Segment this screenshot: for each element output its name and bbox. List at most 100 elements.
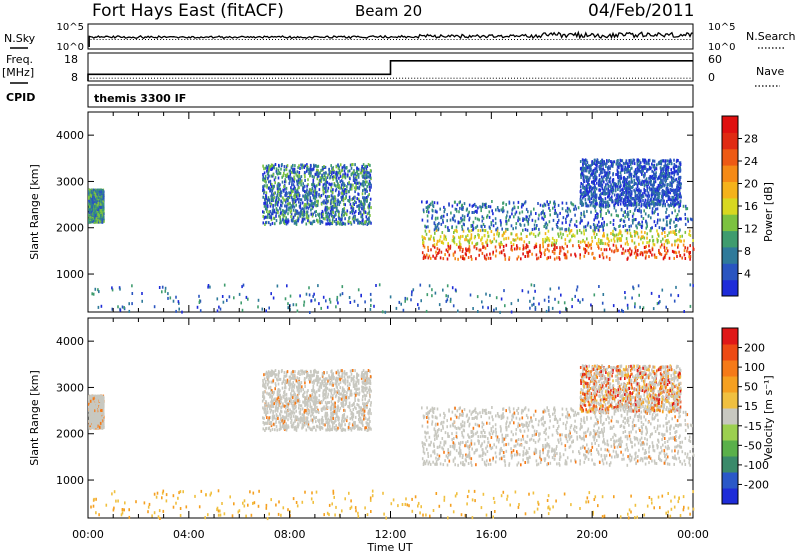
nave-dot [151,78,152,79]
scatter-cell [423,209,425,212]
nsearch-dot [581,39,582,40]
scatter-cell [671,244,673,247]
scatter-cell [580,185,582,188]
nave-dot [629,78,630,79]
nave-dot [565,78,566,79]
nave-dot [202,78,203,79]
scatter-cell [337,203,339,206]
scatter-cell [659,252,661,255]
scatter-cell [304,205,306,208]
scatter-cell [470,255,472,258]
scatter-cell [365,171,367,174]
nsearch-dot [91,39,92,40]
scatter-cell [585,198,587,201]
nsearch-dot [218,39,219,40]
scatter-cell [357,173,359,176]
scatter-cell [658,162,660,165]
nsearch-dot [100,39,101,40]
scatter-cell [641,215,643,218]
nave-dot [296,78,297,79]
scatter-cell [658,249,660,252]
scatter-cell [266,191,268,194]
nave-dot [281,78,282,79]
scatter-cell [606,159,608,162]
scatter-cell [676,233,678,236]
scatter-cell [350,211,352,214]
nave-dot [493,78,494,79]
scatter-cell [608,238,610,241]
scatter-cell [458,221,460,224]
freq-left-tick-bottom: 8 [71,71,78,84]
scatter-cell [559,246,561,249]
nave-dot [293,78,294,79]
scatter-cell [275,163,277,166]
scatter-cell [357,186,359,189]
nsearch-dot [221,39,222,40]
scatter-cell [290,189,292,192]
nsearch-dot [451,39,452,40]
scatter-cell [513,201,515,204]
nave-dot [620,78,621,79]
scatter-cell [583,179,585,182]
scatter-cell [278,187,280,190]
scatter-cell [531,253,533,256]
nave-dot [683,78,684,79]
nsearch-dot [396,39,397,40]
scatter-cell [363,171,365,174]
scatter-cell [538,228,540,231]
scatter-cell [368,183,370,186]
scatter-cell [592,170,594,173]
scatter-cell [471,242,473,245]
scatter-cell [293,198,295,201]
scatter-cell [427,220,429,223]
scatter-cell [336,171,338,174]
nsearch-dot [251,39,252,40]
scatter-cell [512,207,514,210]
scatter-cell [301,175,303,178]
scatter-cell [644,191,646,194]
nsearch-dot [115,39,116,40]
scatter-cell [339,187,341,190]
scatter-cell [585,248,587,251]
scatter-cell [450,247,452,250]
scatter-cell [593,176,595,179]
scatter-cell [547,244,549,247]
scatter-cell [529,250,531,253]
scatter-cell [489,239,491,242]
scatter-cell [684,249,686,252]
nsearch-dot [136,39,137,40]
scatter-cell [447,226,449,229]
nsearch-dot [281,39,282,40]
scatter-cell [363,181,365,184]
nsearch-dot [693,39,694,40]
scatter-cell [565,209,567,212]
scatter-cell [315,173,317,176]
scatter-cell [498,209,500,212]
nsearch-dot [593,39,594,40]
scatter-cell [634,159,636,162]
scatter-cell [689,251,691,254]
scatter-cell [630,192,632,195]
scatter-cell [612,230,614,233]
scatter-cell [518,201,520,204]
scatter-cell [604,248,606,251]
nave-dot [384,78,385,79]
scatter-cell [477,225,479,228]
scatter-cell [602,242,604,245]
scatter-cell [264,205,266,208]
scatter-cell [536,257,538,260]
scatter-cell [612,180,614,183]
scatter-cell [588,242,590,245]
scatter-cell [605,197,607,200]
nsearch-dot [387,39,388,40]
scatter-cell [477,229,479,232]
scatter-cell [437,228,439,231]
scatter-cell [462,250,464,253]
nave-dot [390,78,391,79]
scatter-cell [342,195,344,198]
nave-dot [662,78,663,79]
scatter-cell [646,241,648,244]
nave-dot [587,78,588,79]
scatter-cell [460,235,462,238]
